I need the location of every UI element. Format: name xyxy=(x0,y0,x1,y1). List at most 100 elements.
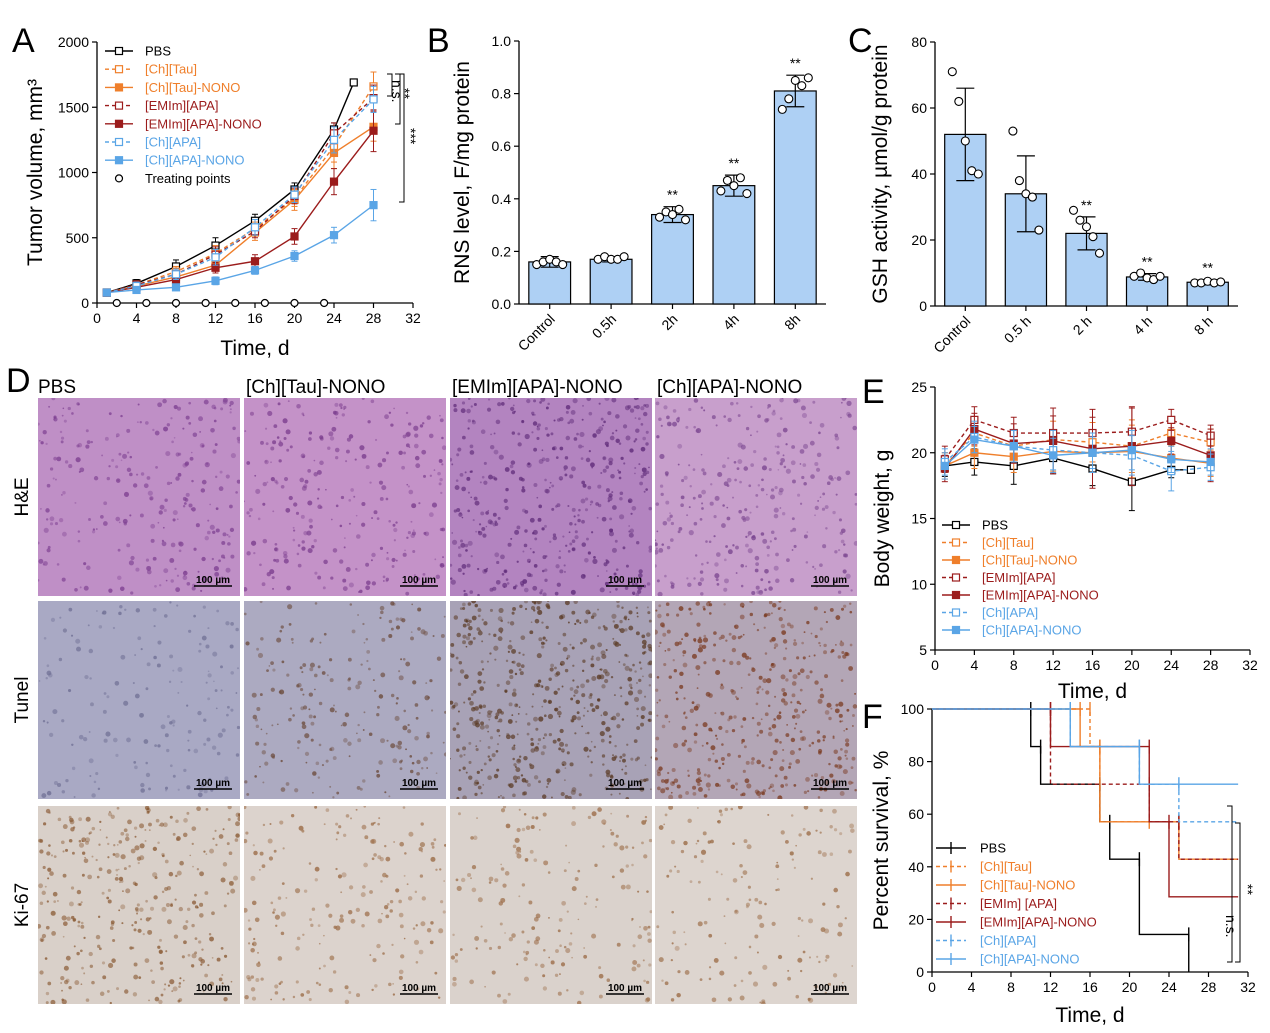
cell-dot xyxy=(645,488,648,491)
cell-dot xyxy=(836,764,842,770)
cell-dot xyxy=(496,728,500,733)
cell-dot xyxy=(715,424,718,427)
cell-dot xyxy=(462,572,465,575)
cell-dot xyxy=(157,744,161,748)
cell-dot xyxy=(146,569,152,575)
cell-dot xyxy=(567,549,571,553)
cell-dot xyxy=(822,902,826,906)
cell-dot xyxy=(235,833,240,838)
cell-dot xyxy=(38,558,44,564)
cell-dot xyxy=(602,711,608,717)
cell-dot xyxy=(625,796,630,799)
cell-dot xyxy=(577,918,580,921)
cell-dot xyxy=(65,978,70,983)
cell-dot xyxy=(301,485,307,491)
cell-dot xyxy=(733,625,737,628)
cell-dot xyxy=(604,581,609,586)
cell-dot xyxy=(112,853,116,856)
cell-dot xyxy=(671,942,674,945)
cell-dot xyxy=(95,934,101,940)
cell-dot xyxy=(310,738,314,742)
cell-dot xyxy=(570,718,575,723)
cell-dot xyxy=(782,512,786,516)
cell-dot xyxy=(91,826,96,831)
cell-dot xyxy=(257,517,261,521)
cell-dot xyxy=(746,783,752,789)
cell-dot xyxy=(611,547,617,553)
cell-dot xyxy=(468,760,472,764)
cell-dot xyxy=(88,648,94,654)
cell-dot xyxy=(490,433,492,436)
cell-dot xyxy=(321,671,326,675)
cell-dot xyxy=(363,641,366,644)
cell-dot xyxy=(584,497,589,501)
cell-dot xyxy=(546,433,550,437)
cell-dot xyxy=(395,702,398,705)
cell-dot xyxy=(615,580,618,584)
bar xyxy=(773,90,817,305)
cell-dot xyxy=(441,445,446,451)
cell-dot xyxy=(322,586,326,590)
cell-dot xyxy=(119,881,121,884)
cell-dot xyxy=(481,640,484,643)
cell-dot xyxy=(520,664,525,668)
significance-label: n.s. xyxy=(389,80,405,103)
cell-dot xyxy=(735,572,738,574)
cell-dot xyxy=(631,582,635,586)
cell-dot xyxy=(733,909,739,915)
cell-dot xyxy=(459,511,462,515)
cell-dot xyxy=(597,807,602,812)
cell-dot xyxy=(494,477,498,481)
cell-dot xyxy=(590,500,594,504)
cell-dot xyxy=(166,885,172,891)
cell-dot xyxy=(114,681,120,686)
cell-dot xyxy=(608,582,611,585)
cell-dot xyxy=(276,637,282,643)
cell-dot xyxy=(226,842,230,846)
cell-dot xyxy=(121,922,124,925)
cell-dot xyxy=(590,644,596,650)
cell-dot xyxy=(598,994,603,999)
cell-dot xyxy=(760,487,765,492)
cell-dot xyxy=(643,778,647,783)
cell-dot xyxy=(543,642,546,645)
cell-dot xyxy=(605,648,608,652)
cell-dot xyxy=(61,790,66,794)
row-label-ki-67: Ki-67 xyxy=(12,883,33,927)
cell-dot xyxy=(510,734,516,740)
cell-dot xyxy=(74,980,80,986)
cell-dot xyxy=(543,714,547,717)
cell-dot xyxy=(583,707,586,709)
cell-dot xyxy=(202,605,206,609)
cell-dot xyxy=(126,467,132,473)
data-point xyxy=(250,257,260,266)
cell-dot xyxy=(585,732,587,735)
cell-dot xyxy=(104,436,109,441)
cell-dot xyxy=(659,484,664,488)
cell-dot xyxy=(93,476,99,481)
cell-dot xyxy=(731,647,737,653)
cell-dot xyxy=(829,773,834,778)
cell-dot xyxy=(345,814,350,818)
cell-dot xyxy=(187,729,192,734)
cell-dot xyxy=(462,766,466,770)
cell-dot xyxy=(439,868,442,871)
cell-dot xyxy=(569,762,574,767)
cell-dot xyxy=(494,522,499,526)
cell-dot xyxy=(467,427,470,430)
cell-dot xyxy=(587,551,591,555)
cell-dot xyxy=(774,643,779,648)
cell-dot xyxy=(854,502,857,506)
cell-dot xyxy=(468,640,473,646)
cell-dot xyxy=(208,777,212,781)
cell-dot xyxy=(308,997,312,1002)
cell-dot xyxy=(683,712,686,715)
cell-dot xyxy=(631,846,635,849)
cell-dot xyxy=(463,592,468,596)
cell-dot xyxy=(789,624,794,629)
cell-dot xyxy=(237,813,240,817)
cell-dot xyxy=(647,643,652,649)
cell-dot xyxy=(413,939,420,945)
cell-dot xyxy=(574,877,579,881)
cell-dot xyxy=(40,441,44,445)
